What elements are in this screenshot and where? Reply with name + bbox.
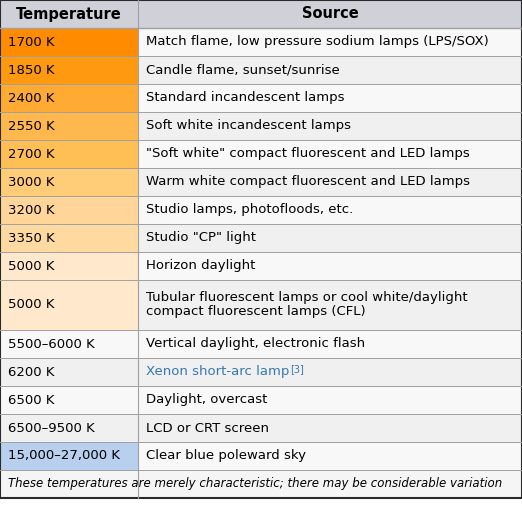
- Bar: [138, 414, 522, 442]
- Bar: [0, 224, 138, 252]
- Text: 2700 K: 2700 K: [8, 147, 55, 161]
- Text: Horizon daylight: Horizon daylight: [146, 260, 256, 272]
- Bar: [138, 330, 522, 358]
- Text: Studio "CP" light: Studio "CP" light: [146, 232, 256, 245]
- Text: 5000 K: 5000 K: [8, 299, 54, 312]
- Text: 5000 K: 5000 K: [8, 260, 54, 272]
- Bar: [138, 196, 522, 224]
- Bar: [0, 196, 138, 224]
- Text: Temperature: Temperature: [16, 7, 122, 22]
- Bar: [138, 168, 522, 196]
- Text: compact fluorescent lamps (CFL): compact fluorescent lamps (CFL): [146, 305, 366, 318]
- Bar: [138, 386, 522, 414]
- Bar: [138, 252, 522, 280]
- Text: 6500–9500 K: 6500–9500 K: [8, 421, 95, 435]
- Bar: [0, 414, 138, 442]
- Bar: [0, 56, 138, 84]
- Bar: [138, 280, 522, 330]
- Bar: [138, 140, 522, 168]
- Bar: [138, 56, 522, 84]
- Text: [3]: [3]: [290, 364, 304, 374]
- Text: 1850 K: 1850 K: [8, 63, 55, 77]
- Text: 3350 K: 3350 K: [8, 232, 55, 245]
- Text: These temperatures are merely characteristic; there may be considerable variatio: These temperatures are merely characteri…: [8, 477, 502, 490]
- Bar: [0, 358, 138, 386]
- Bar: [138, 84, 522, 112]
- Text: 3200 K: 3200 K: [8, 203, 55, 216]
- Text: 1700 K: 1700 K: [8, 36, 55, 48]
- Text: Match flame, low pressure sodium lamps (LPS/SOX): Match flame, low pressure sodium lamps (…: [146, 36, 489, 48]
- Bar: [0, 280, 138, 330]
- Text: 2400 K: 2400 K: [8, 92, 54, 105]
- Bar: [0, 330, 138, 358]
- Bar: [0, 252, 138, 280]
- Text: Xenon short-arc lamp: Xenon short-arc lamp: [146, 366, 290, 379]
- Bar: [138, 28, 522, 56]
- Text: Tubular fluorescent lamps or cool white/daylight: Tubular fluorescent lamps or cool white/…: [146, 291, 468, 304]
- Bar: [0, 84, 138, 112]
- Bar: [138, 358, 522, 386]
- Text: 2550 K: 2550 K: [8, 119, 55, 132]
- Text: Vertical daylight, electronic flash: Vertical daylight, electronic flash: [146, 337, 365, 351]
- Bar: [0, 386, 138, 414]
- Bar: [138, 224, 522, 252]
- Text: Clear blue poleward sky: Clear blue poleward sky: [146, 450, 306, 462]
- Bar: [0, 442, 138, 470]
- Bar: [0, 112, 138, 140]
- Text: Candle flame, sunset/sunrise: Candle flame, sunset/sunrise: [146, 63, 340, 77]
- Text: 6200 K: 6200 K: [8, 366, 54, 379]
- Bar: [0, 0, 522, 28]
- Text: Standard incandescent lamps: Standard incandescent lamps: [146, 92, 345, 105]
- Text: "Soft white" compact fluorescent and LED lamps: "Soft white" compact fluorescent and LED…: [146, 147, 470, 161]
- Text: Warm white compact fluorescent and LED lamps: Warm white compact fluorescent and LED l…: [146, 176, 470, 188]
- Text: 15,000–27,000 K: 15,000–27,000 K: [8, 450, 120, 462]
- Text: LCD or CRT screen: LCD or CRT screen: [146, 421, 269, 435]
- Text: Studio lamps, photofloods, etc.: Studio lamps, photofloods, etc.: [146, 203, 353, 216]
- Bar: [138, 442, 522, 470]
- Bar: [0, 28, 138, 56]
- Text: Soft white incandescent lamps: Soft white incandescent lamps: [146, 119, 351, 132]
- Text: Daylight, overcast: Daylight, overcast: [146, 393, 268, 406]
- Text: 3000 K: 3000 K: [8, 176, 54, 188]
- Bar: [138, 112, 522, 140]
- Text: 6500 K: 6500 K: [8, 393, 54, 406]
- Bar: [0, 168, 138, 196]
- Text: Source: Source: [302, 7, 359, 22]
- Bar: [0, 470, 522, 498]
- Bar: [0, 140, 138, 168]
- Text: 5500–6000 K: 5500–6000 K: [8, 337, 95, 351]
